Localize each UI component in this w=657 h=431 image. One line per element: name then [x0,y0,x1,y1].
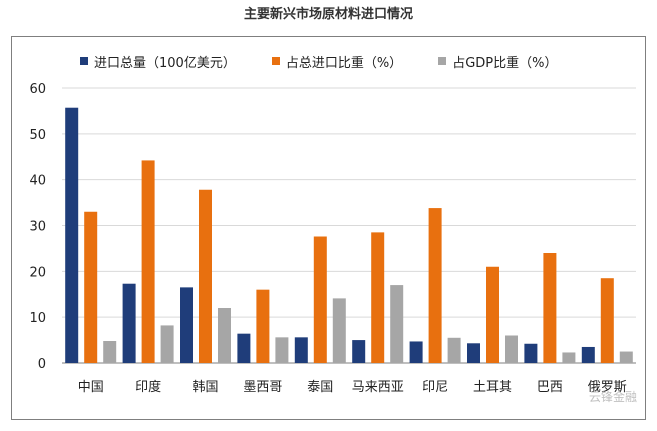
bar-series-1 [371,232,385,363]
y-tick-label: 20 [29,265,46,280]
legend-swatch-gdp-share [438,57,447,65]
bar-series-0 [352,340,366,363]
x-category-label: 泰国 [307,380,333,395]
bar-series-0 [409,341,423,363]
y-tick-label: 0 [38,357,46,372]
bar-series-1 [256,289,270,363]
x-category-label: 韩国 [192,380,218,395]
bar-series-0 [467,343,480,363]
chart-title: 主要新兴市场原材料进口情况 [243,7,413,22]
bar-series-1 [141,160,155,363]
bar-series-1 [486,266,499,363]
chart-legend: 进口总量（100亿美元） 占总进口比重（%） 占GDP比重（%） [80,52,593,71]
y-tick-label: 50 [29,128,46,143]
x-category-label: 印度 [135,379,161,395]
bar-series-1 [313,236,327,363]
bar-series-2 [505,335,518,363]
y-tick-label: 40 [29,174,46,189]
bar-series-0 [122,283,136,363]
bar-series-2 [447,337,461,363]
chart-frame [11,36,646,420]
bar-series-2 [218,308,231,363]
y-tick-label: 30 [29,220,46,235]
bar-series-0 [237,333,251,363]
y-tick-label: 60 [29,82,46,97]
bar-series-0 [524,343,538,363]
legend-label-import-total: 进口总量（100亿美元） [94,55,236,71]
bar-series-1 [84,211,98,363]
bar-series-2 [619,351,633,363]
x-category-label: 马来西亚 [352,380,404,395]
bar-series-1 [543,253,557,363]
bar-series-2 [390,285,404,363]
bar-series-2 [160,325,174,363]
x-category-label: 俄罗斯 [588,380,627,395]
bar-series-2 [562,352,576,363]
x-category-label: 巴西 [537,380,563,395]
y-tick-label: 10 [29,311,46,326]
legend-swatch-import-share [271,57,280,65]
legend-label-import-share: 占总进口比重（%） [285,55,403,71]
watermark-text: 云锋金融 [588,390,637,404]
x-category-label: 土耳其 [473,380,512,395]
legend-item-import-share: 占总进口比重（%） [271,52,403,71]
legend-label-gdp-share: 占GDP比重（%） [452,55,558,71]
bar-series-2 [275,337,289,363]
x-category-label: 印尼 [422,380,448,395]
bar-series-1 [428,208,442,363]
legend-item-import-total: 进口总量（100亿美元） [80,52,236,71]
x-category-label: 墨西哥 [243,380,282,395]
bar-series-2 [332,298,346,363]
bar-series-0 [581,346,595,363]
legend-item-gdp-share: 占GDP比重（%） [438,52,557,71]
bar-series-0 [180,287,193,363]
bar-series-2 [103,341,117,363]
bar-series-1 [600,278,614,363]
bar-series-0 [65,107,79,363]
bar-series-0 [294,337,308,363]
x-category-label: 中国 [78,380,104,395]
legend-swatch-import-total [80,57,88,65]
bar-series-1 [199,189,212,363]
